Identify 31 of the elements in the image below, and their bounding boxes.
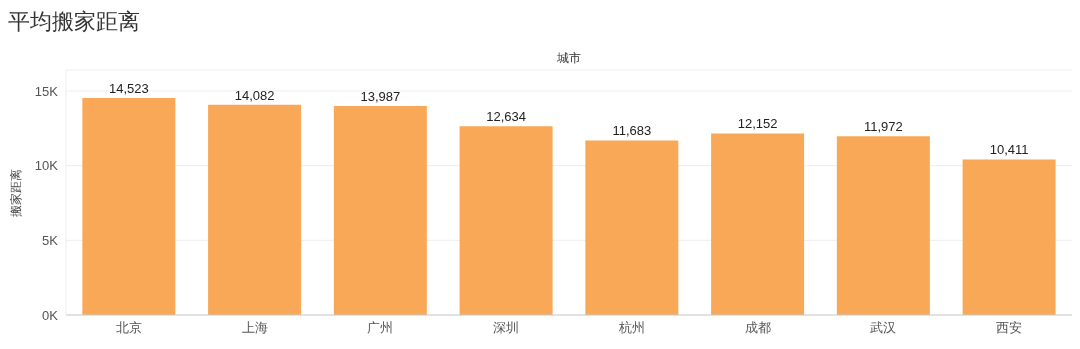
y-tick-label: 10K — [34, 158, 59, 174]
data-label: 13,987 — [360, 89, 401, 105]
data-label: 12,152 — [737, 116, 778, 132]
x-tick-label: 杭州 — [617, 320, 645, 336]
x-tick-label: 广州 — [367, 320, 394, 336]
bar — [82, 98, 176, 315]
data-label: 14,523 — [108, 81, 149, 97]
chart-title: 平均搬家距离 — [8, 8, 141, 36]
bar — [711, 133, 805, 315]
x-tick-label: 西安 — [996, 320, 1023, 336]
data-label: 12,634 — [486, 109, 526, 125]
x-tick-label: 深圳 — [493, 320, 520, 336]
bar — [962, 159, 1056, 315]
y-tick-label: 0K — [42, 307, 59, 323]
bar — [585, 140, 679, 315]
data-label: 10,411 — [989, 142, 1029, 158]
bar — [208, 104, 302, 315]
bar — [333, 106, 427, 315]
y-tick-label: 15K — [34, 83, 59, 99]
x-tick-label: 北京 — [115, 320, 142, 336]
x-tick-label: 上海 — [241, 320, 268, 336]
y-tick-label: 5K — [42, 232, 59, 248]
data-label: 14,082 — [234, 87, 275, 103]
x-tick-label: 武汉 — [870, 320, 897, 336]
bar — [836, 136, 930, 315]
x-axis-title: 城市 — [555, 50, 582, 67]
data-label: 11,683 — [612, 123, 652, 139]
data-label: 11,972 — [863, 119, 903, 135]
x-tick-label: 成都 — [744, 320, 771, 336]
bar — [459, 126, 553, 315]
y-axis-title: 搬家距离 — [9, 168, 24, 217]
